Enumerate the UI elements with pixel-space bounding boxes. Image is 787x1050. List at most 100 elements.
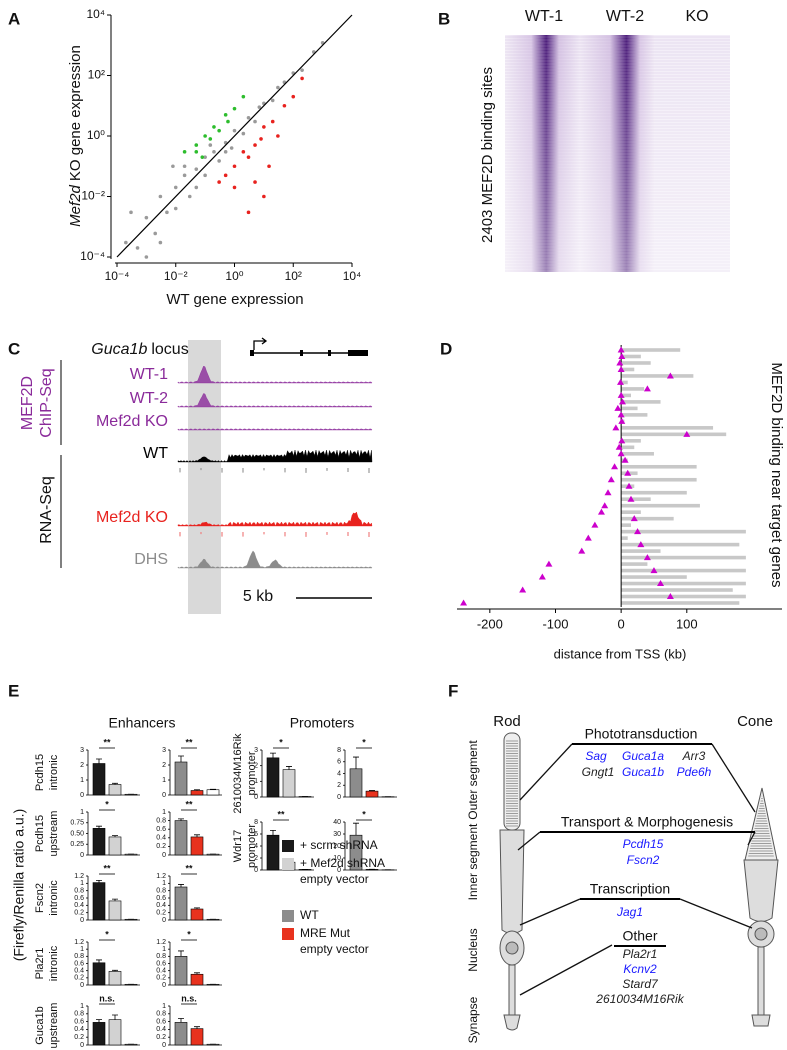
binding-site [611, 463, 619, 470]
panel-labels: A B C D E F [8, 9, 458, 700]
panel-label: C [8, 339, 20, 358]
binding-site [617, 346, 625, 353]
significance: * [362, 737, 366, 747]
gene-bar [621, 374, 694, 378]
point [129, 210, 133, 215]
error-bar [270, 830, 276, 836]
y-tick-label: 1 [80, 777, 84, 784]
legend-swatch [282, 910, 294, 922]
rod-axon [508, 964, 516, 1016]
bar [190, 836, 204, 856]
y-tick-label: 1 [80, 946, 84, 953]
y-tick-label: 1.2 [74, 873, 84, 880]
x-axis-label: distance from TSS (kb) [554, 646, 687, 661]
binding-site [601, 502, 609, 509]
y-tick-label: 0.2 [156, 843, 166, 850]
exon [328, 350, 331, 356]
binding-site [630, 515, 638, 522]
gene-bar [621, 361, 651, 365]
y-tick-label: 1 [80, 880, 84, 887]
binding-site [643, 385, 651, 392]
binding-site [666, 372, 674, 379]
error-bar [112, 835, 118, 837]
bar [266, 834, 280, 871]
y-tick-label: 10⁻² [81, 189, 105, 203]
gene-name: Pcdh15 [623, 837, 664, 851]
point [232, 128, 237, 133]
y-tick-label: 0 [80, 982, 84, 989]
point [173, 206, 178, 211]
row-label: intronic [48, 880, 60, 916]
gene-bar [621, 490, 687, 495]
y-tick-label: 1 [162, 777, 166, 784]
gene-bar [621, 594, 746, 599]
group-label: MEF2D [19, 376, 36, 430]
binding-site [617, 365, 625, 372]
connector [519, 898, 581, 926]
group-label: ChIP-Seq [38, 368, 55, 437]
y-tick-label: 10⁴ [86, 7, 105, 21]
y-tick-label: 40 [333, 819, 341, 826]
significance: n.s. [181, 993, 197, 1003]
x-tick-label: -200 [477, 616, 503, 631]
y-tick-label: 0 [162, 792, 166, 799]
group-title: Phototransduction [585, 726, 698, 742]
y-tick-label: 10⁰ [87, 128, 105, 142]
binding-site [616, 378, 624, 385]
cone-nucleolus [754, 927, 768, 941]
track-label: WT-2 [130, 390, 168, 407]
y-tick-label: 0.8 [156, 1011, 166, 1018]
row-label: promoter [246, 751, 258, 795]
gene-bar [621, 588, 733, 592]
x-tick-label: -100 [542, 616, 568, 631]
significance: ** [185, 799, 193, 809]
rod-discs [506, 740, 518, 828]
bar [92, 828, 106, 856]
gene-bar [621, 367, 635, 372]
y-tick-label: 1 [162, 946, 166, 953]
y-tick-label: 8 [337, 747, 341, 754]
significance: * [187, 929, 191, 939]
point [223, 113, 228, 117]
bar [174, 956, 188, 986]
binding-site [643, 554, 651, 561]
gene-name: Stard7 [622, 977, 659, 991]
x-tick-label: 10⁴ [343, 269, 362, 283]
error-bar [112, 782, 118, 785]
binding-site [650, 567, 658, 574]
y-tick-label: 0 [80, 792, 84, 799]
point [135, 246, 140, 250]
row-label: Pla2r1 [34, 948, 46, 980]
point [270, 98, 275, 103]
y-tick-label: 0.6 [156, 826, 166, 833]
bar [108, 784, 122, 796]
error-bar [96, 1019, 102, 1023]
y-tick-label: 20 [333, 843, 341, 850]
error-bar [353, 756, 359, 769]
y-tick-label: 0 [162, 917, 166, 924]
point [194, 185, 199, 190]
y-axis-label: Mef2d KO gene expression [67, 45, 84, 227]
gene-bar [621, 451, 654, 456]
track [177, 428, 373, 431]
row-label: upstream [48, 1003, 60, 1049]
track-label: WT [143, 445, 168, 462]
y-tick-label: 0 [80, 852, 84, 859]
panel-label: D [440, 339, 452, 358]
point [217, 128, 221, 133]
gene-bar [621, 387, 645, 391]
error-bar [270, 752, 276, 758]
track [177, 393, 373, 408]
point [158, 240, 163, 245]
point [229, 146, 234, 150]
y-tick-label: 0 [162, 1042, 166, 1049]
point [241, 150, 246, 154]
row-label: Fscn2 [34, 883, 46, 913]
point [182, 173, 187, 178]
connector [747, 831, 756, 846]
binding-site [612, 424, 620, 431]
point [246, 155, 251, 159]
legend-label: WT [300, 908, 319, 922]
binding-site [614, 404, 622, 411]
track-label: DHS [134, 551, 168, 568]
